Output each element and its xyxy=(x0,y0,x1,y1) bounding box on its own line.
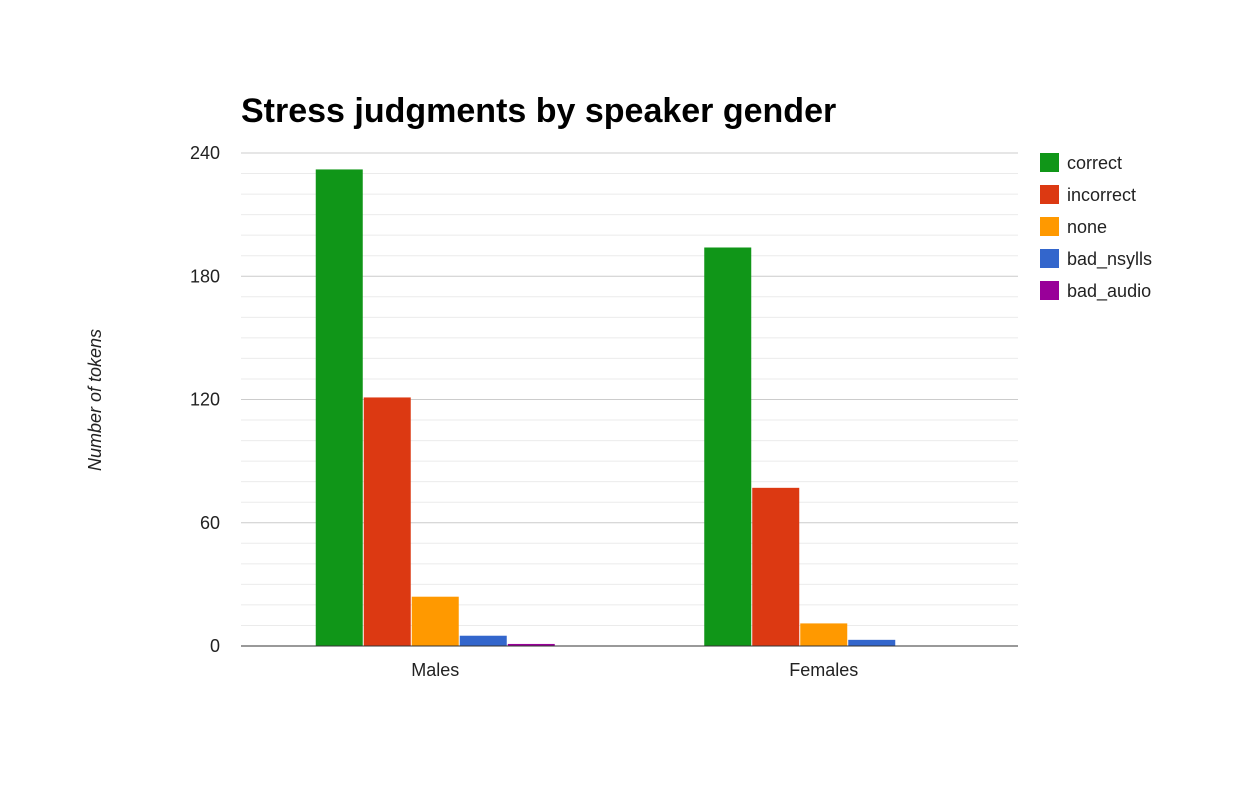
legend: correct incorrect none bad_nsylls bad_audio xyxy=(1040,153,1152,302)
bar-incorrect xyxy=(752,487,800,646)
x-tick-label: Females xyxy=(789,660,858,680)
bar-none xyxy=(411,596,459,646)
legend-swatch-correct xyxy=(1040,153,1059,172)
y-tick-label: 180 xyxy=(190,266,220,286)
y-tick-label: 240 xyxy=(190,143,220,163)
legend-swatch-incorrect xyxy=(1040,185,1059,204)
bar-incorrect xyxy=(363,397,411,646)
legend-label: incorrect xyxy=(1067,185,1136,205)
legend-label: bad_audio xyxy=(1067,281,1151,302)
legend-swatch-none xyxy=(1040,217,1059,236)
bars xyxy=(315,169,896,646)
y-tick-label: 60 xyxy=(200,513,220,533)
bar-bad_nsylls xyxy=(459,635,507,646)
legend-swatch-bad_nsylls xyxy=(1040,249,1059,268)
legend-label: none xyxy=(1067,217,1107,237)
bar-correct xyxy=(704,247,752,646)
y-tick-label: 0 xyxy=(210,636,220,656)
y-axis-label: Number of tokens xyxy=(85,329,105,471)
legend-label: correct xyxy=(1067,153,1122,173)
axes: 0 60 120 180 240 Males Females xyxy=(190,143,1018,680)
chart-title: Stress judgments by speaker gender xyxy=(241,92,836,130)
legend-swatch-bad_audio xyxy=(1040,281,1059,300)
x-tick-label: Males xyxy=(411,660,459,680)
legend-label: bad_nsylls xyxy=(1067,249,1152,270)
bar-bad_nsylls xyxy=(848,639,896,646)
bar-none xyxy=(800,623,848,646)
bar-correct xyxy=(315,169,363,646)
y-tick-label: 120 xyxy=(190,390,220,410)
bar-bad_audio xyxy=(507,643,555,646)
